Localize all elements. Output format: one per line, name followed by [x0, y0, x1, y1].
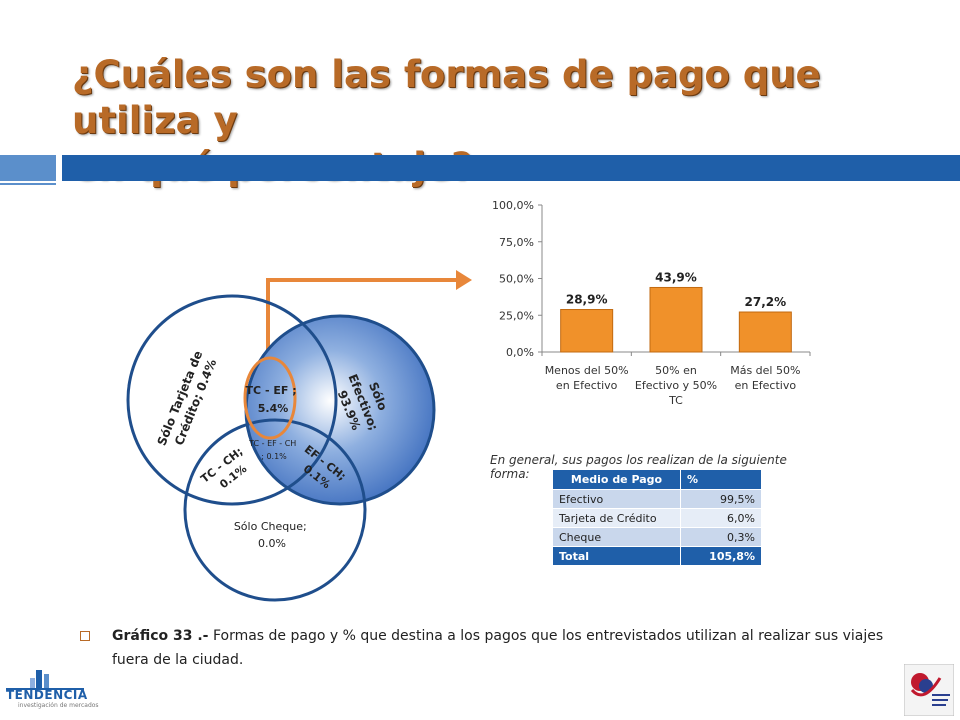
header-accent-bar — [62, 155, 960, 181]
table-cell-percent: 0,3% — [680, 527, 762, 547]
table-row: Efectivo 99,5% — [552, 489, 762, 509]
slide-title-line1: ¿Cuáles son las formas de pago que utili… — [72, 53, 821, 142]
table-cell-medio: Cheque — [552, 527, 681, 547]
chart-labels: 28,9% Menos del 50% en Efectivo 43,9% 50% en… — [545, 270, 801, 407]
tendencia-logo-text: TENDENCIA — [6, 688, 88, 702]
venn-label-solo-efectivo: Sólo Efectivo; 93.9% — [331, 366, 397, 442]
figure-caption: Gráfico 33 .- Formas de pago y % que des… — [112, 624, 912, 672]
chart-axes: 0,0% 25,0% 50,0% 75,0% 100,0% — [492, 199, 811, 359]
bar — [649, 286, 703, 353]
table-header-row: Medio de Pago % — [552, 469, 762, 490]
y-tick-label: 0,0% — [506, 346, 534, 359]
x-category-label: Más del 50% en Efectivo — [730, 364, 800, 392]
table-cell-medio: Tarjeta de Crédito — [552, 508, 681, 528]
table-cell-percent: 6,0% — [680, 508, 762, 528]
table-cell-percent: 99,5% — [680, 489, 762, 509]
header-accent-bar-left — [0, 155, 56, 181]
header-accent-line — [0, 183, 56, 185]
caption-label: Gráfico 33 .- — [112, 628, 209, 644]
y-tick-label: 25,0% — [499, 309, 534, 322]
bar-chart: 0,0% 25,0% 50,0% 75,0% 100,0% 28,9% Menos del… — [492, 199, 811, 407]
y-tick-label: 75,0% — [499, 236, 534, 249]
table-header-percent: % — [680, 469, 762, 490]
bar — [738, 311, 792, 353]
table-row: Tarjeta de Crédito 6,0% — [552, 508, 762, 528]
payment-table: Medio de Pago % Efectivo 99,5% Tarjeta d… — [552, 469, 762, 566]
venn-circle-cheque — [183, 418, 367, 602]
y-tick-label: 50,0% — [499, 273, 534, 286]
venn-label-solo-cheque: Sólo Cheque; 0.0% — [234, 520, 310, 550]
bar-value-label: 28,9% — [566, 293, 608, 307]
venn-label-tc-ef-ch: TC - EF - CH ; 0.1% — [248, 439, 299, 461]
venn-highlight-ellipse — [243, 356, 297, 440]
venn-label-solo-tarjeta: Sólo Tarjeta de Crédito; 0.4% — [155, 345, 222, 454]
table-total-label: Total — [552, 546, 681, 566]
tendencia-logo-tagline: investigación de mercados — [18, 702, 99, 709]
bar-value-label: 43,9% — [655, 270, 697, 284]
connector-arrow-line — [266, 278, 458, 372]
venn-circle-tarjeta — [126, 294, 338, 506]
y-tick-label: 100,0% — [492, 199, 534, 212]
table-total-row: Total 105,8% — [552, 546, 762, 566]
bar-value-label: 27,2% — [745, 295, 787, 309]
table-total-value: 105,8% — [680, 546, 762, 566]
caption-bullet-icon — [80, 631, 90, 641]
x-category-label: 50% en Efectivo y 50% TC — [635, 364, 717, 407]
connector-arrow-head — [456, 270, 472, 290]
bar — [560, 309, 614, 353]
x-category-label: Menos del 50% en Efectivo — [545, 364, 629, 392]
chart-bars — [560, 286, 792, 353]
caption-text: Formas de pago y % que destina a los pag… — [112, 628, 884, 668]
table-subtitle: En general, sus pagos los realizan de la… — [490, 453, 787, 481]
table-cell-medio: Efectivo — [552, 489, 681, 509]
table-row: Cheque 0,3% — [552, 527, 762, 547]
table-header-medio: Medio de Pago — [552, 469, 681, 490]
venn-label-tc-ef: TC - EF ; 5.4% — [246, 384, 301, 415]
tourism-logo-icon — [904, 664, 954, 716]
tendencia-logo-icon — [6, 670, 84, 690]
